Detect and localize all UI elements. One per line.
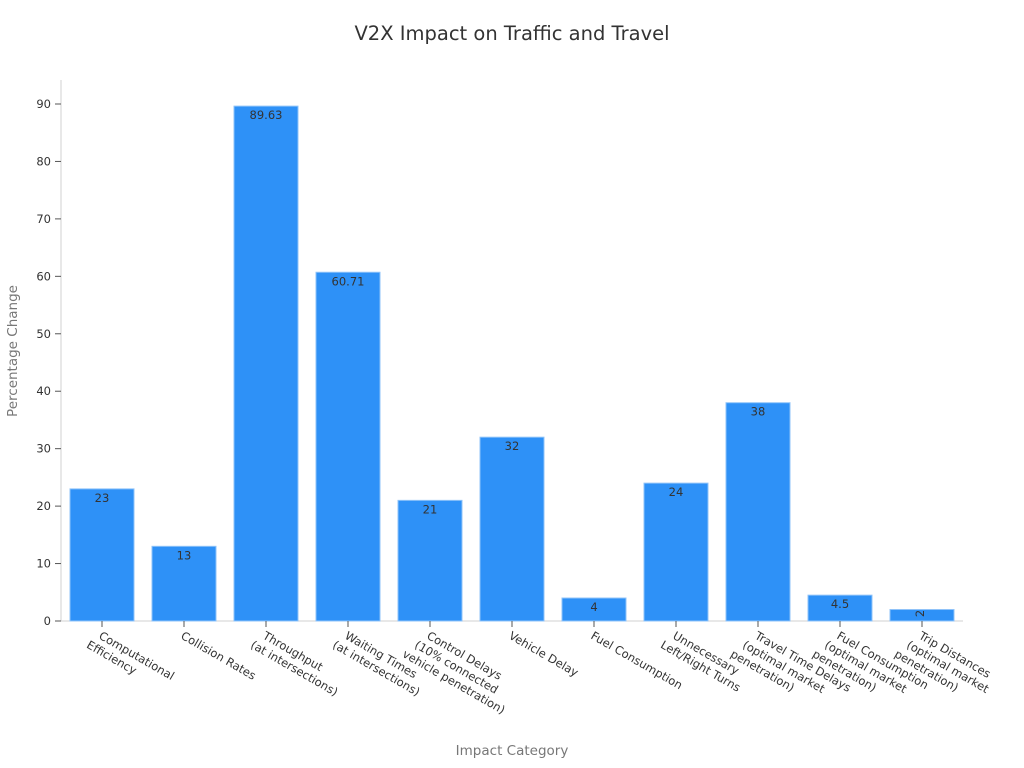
bar-value-label: 13 [177, 548, 192, 562]
bar-value-label: 2 [913, 610, 927, 617]
y-tick-label: 10 [36, 557, 51, 571]
x-ticks: ComputationalEfficiency Collision Rates Th… [84, 621, 999, 717]
bar-value-label: 23 [95, 491, 110, 505]
bar-value-label: 24 [669, 485, 684, 499]
y-tick-label: 70 [36, 212, 51, 226]
y-tick-label: 30 [36, 442, 51, 456]
y-tick-label: 50 [36, 327, 51, 341]
bar [397, 499, 463, 622]
bar-group: 89.63 [233, 105, 299, 622]
bar [725, 402, 791, 622]
bar [315, 271, 381, 622]
bar [643, 482, 709, 622]
chart-title: V2X Impact on Traffic and Travel [354, 22, 669, 45]
bar-value-label: 4 [590, 600, 597, 614]
bar [479, 436, 545, 622]
bar [233, 105, 299, 622]
bar-value-label: 32 [505, 439, 520, 453]
y-tick-label: 80 [36, 154, 51, 168]
bar-group: 60.71 [315, 271, 381, 622]
y-axis: 0 10 20 30 40 50 60 70 80 90 [36, 80, 62, 628]
x-tick-label: Fuel Consumption [589, 628, 686, 692]
bar-value-label: 60.71 [332, 274, 365, 288]
y-tick-label: 20 [36, 499, 51, 513]
bar-value-label: 89.63 [250, 108, 283, 122]
x-tick-label: Trip Distances(optimal marketpenetration… [892, 622, 999, 708]
bar [69, 488, 135, 622]
bar-group: 4 [561, 597, 627, 622]
bar-group: 13 [151, 545, 217, 622]
y-tick-label: 90 [36, 97, 51, 111]
bar [151, 545, 217, 622]
bar-value-label: 4.5 [831, 597, 849, 611]
bar-group: 23 [69, 488, 135, 622]
bar [807, 594, 873, 622]
x-axis-title: Impact Category [456, 743, 569, 759]
bar-group: 2 [889, 609, 955, 622]
bar-value-label: 38 [751, 405, 766, 419]
y-ticks: 0 10 20 30 40 50 60 70 80 90 [36, 97, 61, 628]
bar-group: 38 [725, 402, 791, 622]
y-tick-label: 60 [36, 269, 51, 283]
bar-group: 21 [397, 499, 463, 622]
bar-group: 32 [479, 436, 545, 622]
x-tick-label: Vehicle Delay [507, 628, 582, 679]
bar-group: 24 [643, 482, 709, 622]
y-axis-title: Percentage Change [5, 285, 21, 417]
bars: 23 13 89.63 60.71 21 32 4 24 38 4.5 2 [69, 105, 955, 622]
y-tick-label: 0 [44, 614, 51, 628]
bar-value-label: 21 [423, 502, 438, 516]
y-tick-label: 40 [36, 384, 51, 398]
x-tick-label: Collision Rates [179, 628, 259, 682]
x-tick-label: Throughput(at intersections) [248, 625, 347, 698]
bar-group: 4.5 [807, 594, 873, 622]
x-tick-label: ComputationalEfficiency [84, 625, 177, 695]
